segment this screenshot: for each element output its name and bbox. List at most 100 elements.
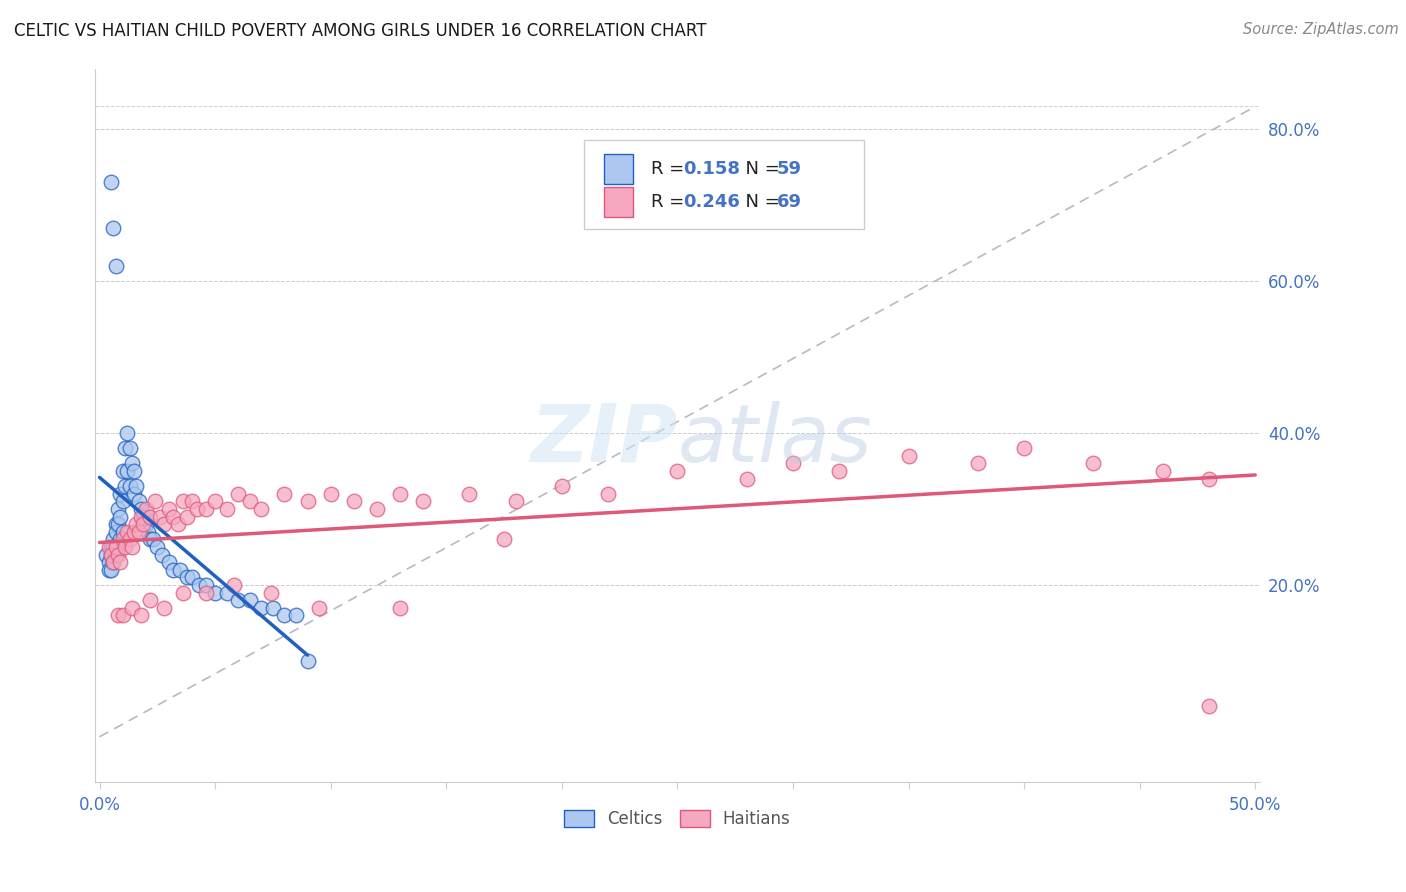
Text: atlas: atlas [678,401,872,479]
Point [118,479,141,493]
Point [388,487,411,501]
Point [128,524,150,539]
FancyBboxPatch shape [605,187,633,217]
Point [176,570,198,584]
Point [319,487,342,501]
Point [167,517,190,532]
Point [222,578,245,592]
Point [204,494,226,508]
Point [111,533,134,547]
Point [596,487,619,501]
Point [103,540,125,554]
Point [135,502,157,516]
Point [176,509,198,524]
Point [149,509,172,524]
Point [215,585,238,599]
Point [100,548,122,562]
FancyBboxPatch shape [583,140,863,229]
Point [100,540,122,554]
Point [143,494,166,508]
Point [897,449,920,463]
Point [551,479,574,493]
Text: R =: R = [651,161,689,178]
Point [735,472,758,486]
Point [273,487,295,501]
Point [111,494,134,508]
Point [117,464,139,478]
Point [128,494,150,508]
Point [121,457,143,471]
Point [100,548,122,562]
Point [1083,457,1105,471]
Point [107,540,129,554]
Text: 59: 59 [776,161,801,178]
Point [204,585,226,599]
Point [343,494,366,508]
Point [104,540,127,554]
Point [107,608,129,623]
Text: 0.158: 0.158 [683,161,740,178]
Point [162,563,184,577]
Point [103,533,125,547]
Point [139,593,162,607]
Point [239,494,262,508]
Point [110,487,132,501]
Point [129,608,152,623]
Point [97,555,120,569]
Point [297,494,319,508]
Point [121,600,143,615]
Point [250,600,273,615]
Point [308,600,330,615]
Point [1012,441,1035,455]
Text: N =: N = [734,193,786,211]
Point [388,600,411,615]
Point [100,176,122,190]
Point [1198,699,1220,714]
Point [121,540,143,554]
Point [297,654,319,668]
Point [366,502,388,516]
Point [117,425,139,440]
Point [139,509,162,524]
Point [505,494,527,508]
Point [110,555,132,569]
Point [172,585,194,599]
Point [162,509,184,524]
Point [239,593,262,607]
Point [129,509,152,524]
Point [132,517,155,532]
Point [250,502,273,516]
Point [153,517,176,532]
Point [194,585,217,599]
Point [259,585,281,599]
Point [157,502,180,516]
Point [97,540,120,554]
Point [132,509,155,524]
Point [139,533,162,547]
Point [114,479,136,493]
Point [150,548,173,562]
Point [118,441,141,455]
Point [458,487,481,501]
Point [966,457,988,471]
Point [125,517,148,532]
Point [107,517,129,532]
Point [186,502,208,516]
Point [181,570,204,584]
Point [666,464,689,478]
FancyBboxPatch shape [605,154,633,184]
Point [194,502,217,516]
Point [273,608,295,623]
Text: ZIP: ZIP [530,401,678,479]
Text: R =: R = [651,193,689,211]
Point [122,524,145,539]
Point [492,533,515,547]
Point [122,464,145,478]
Point [103,555,125,569]
Point [194,578,217,592]
Point [136,524,159,539]
Point [110,533,132,547]
Point [103,221,125,235]
Point [117,524,139,539]
Point [104,548,127,562]
